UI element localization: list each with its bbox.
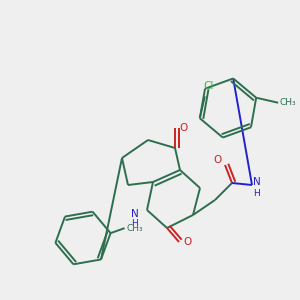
Text: O: O <box>213 155 221 165</box>
Text: CH₃: CH₃ <box>126 224 143 232</box>
Text: H: H <box>132 220 138 229</box>
Text: N: N <box>253 177 261 187</box>
Text: O: O <box>183 237 191 247</box>
Text: CH₃: CH₃ <box>280 98 296 107</box>
Text: N: N <box>131 209 139 219</box>
Text: O: O <box>179 123 187 133</box>
Text: Cl: Cl <box>204 81 214 91</box>
Text: H: H <box>254 188 260 197</box>
